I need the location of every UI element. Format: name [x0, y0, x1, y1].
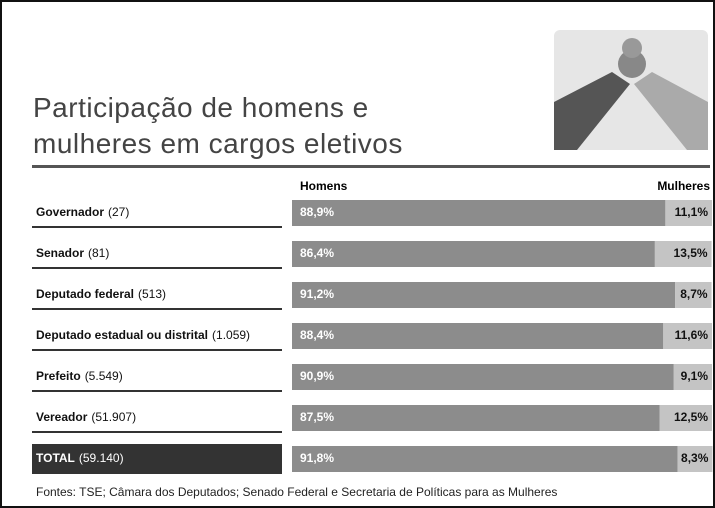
category-label: Deputado estadual ou distrital (1.059)	[36, 328, 250, 342]
bar-segment	[292, 405, 660, 431]
category-count: (1.059)	[212, 328, 250, 342]
category-name: Governador	[36, 205, 104, 219]
value-label: 8,3%	[681, 451, 709, 465]
value-label: 91,2%	[300, 287, 334, 301]
category-label: Vereador(51.907)	[36, 410, 136, 424]
category-name: Deputado estadual ou distrital	[36, 328, 208, 342]
category-label: Deputado federal (513)	[36, 287, 166, 301]
category-label: Prefeito (5.549)	[36, 369, 123, 383]
bar-segment	[292, 323, 663, 349]
value-label: 13,5%	[674, 246, 708, 260]
category-count: (27)	[108, 205, 129, 219]
category-label: Governador (27)	[36, 205, 129, 219]
category-name: TOTAL	[36, 451, 75, 465]
label-rule	[32, 308, 282, 310]
label-rule	[32, 390, 282, 392]
label-rule	[32, 226, 282, 228]
category-label: Senador (81)	[36, 246, 109, 260]
value-label: 9,1%	[681, 369, 709, 383]
label-rule	[32, 431, 282, 433]
category-count: (59.140)	[79, 451, 124, 465]
category-count: (81)	[88, 246, 109, 260]
category-name: Prefeito	[36, 369, 81, 383]
value-label: 88,9%	[300, 205, 334, 219]
value-label: 87,5%	[300, 410, 334, 424]
value-label: 11,6%	[675, 328, 709, 342]
label-rule	[32, 267, 282, 269]
legend-label: Homens	[300, 179, 348, 193]
source-note: Fontes: TSE; Câmara dos Deputados; Senad…	[36, 485, 557, 499]
category-count: (513)	[138, 287, 166, 301]
value-label: 86,4%	[300, 246, 334, 260]
label-rule	[32, 349, 282, 351]
title-rule	[32, 165, 710, 168]
value-label: 90,9%	[300, 369, 334, 383]
value-label: 8,7%	[680, 287, 708, 301]
value-label: 88,4%	[300, 328, 334, 342]
category-name: Vereador	[36, 410, 88, 424]
chart: Homens Mulheres Governador (27) 88,9% 11,1% Se…	[2, 2, 713, 506]
value-label: 12,5%	[674, 410, 708, 424]
category-name: Senador	[36, 246, 84, 260]
category-count: (51.907)	[91, 410, 136, 424]
infographic: Participação de homens e mulheres em car…	[0, 0, 715, 508]
category-count: (5.549)	[85, 369, 123, 383]
bar-segment	[292, 364, 674, 390]
value-label: 91,8%	[300, 451, 334, 465]
bar-segment	[292, 241, 655, 267]
value-label: 11,1%	[675, 205, 709, 219]
bar-segment	[292, 446, 678, 472]
category-label: TOTAL (59.140)	[36, 451, 124, 465]
bar-segment	[292, 282, 675, 308]
legend-label: Mulheres	[657, 179, 710, 193]
category-name: Deputado federal	[36, 287, 134, 301]
illustration	[554, 30, 708, 150]
bar-segment	[292, 200, 665, 226]
